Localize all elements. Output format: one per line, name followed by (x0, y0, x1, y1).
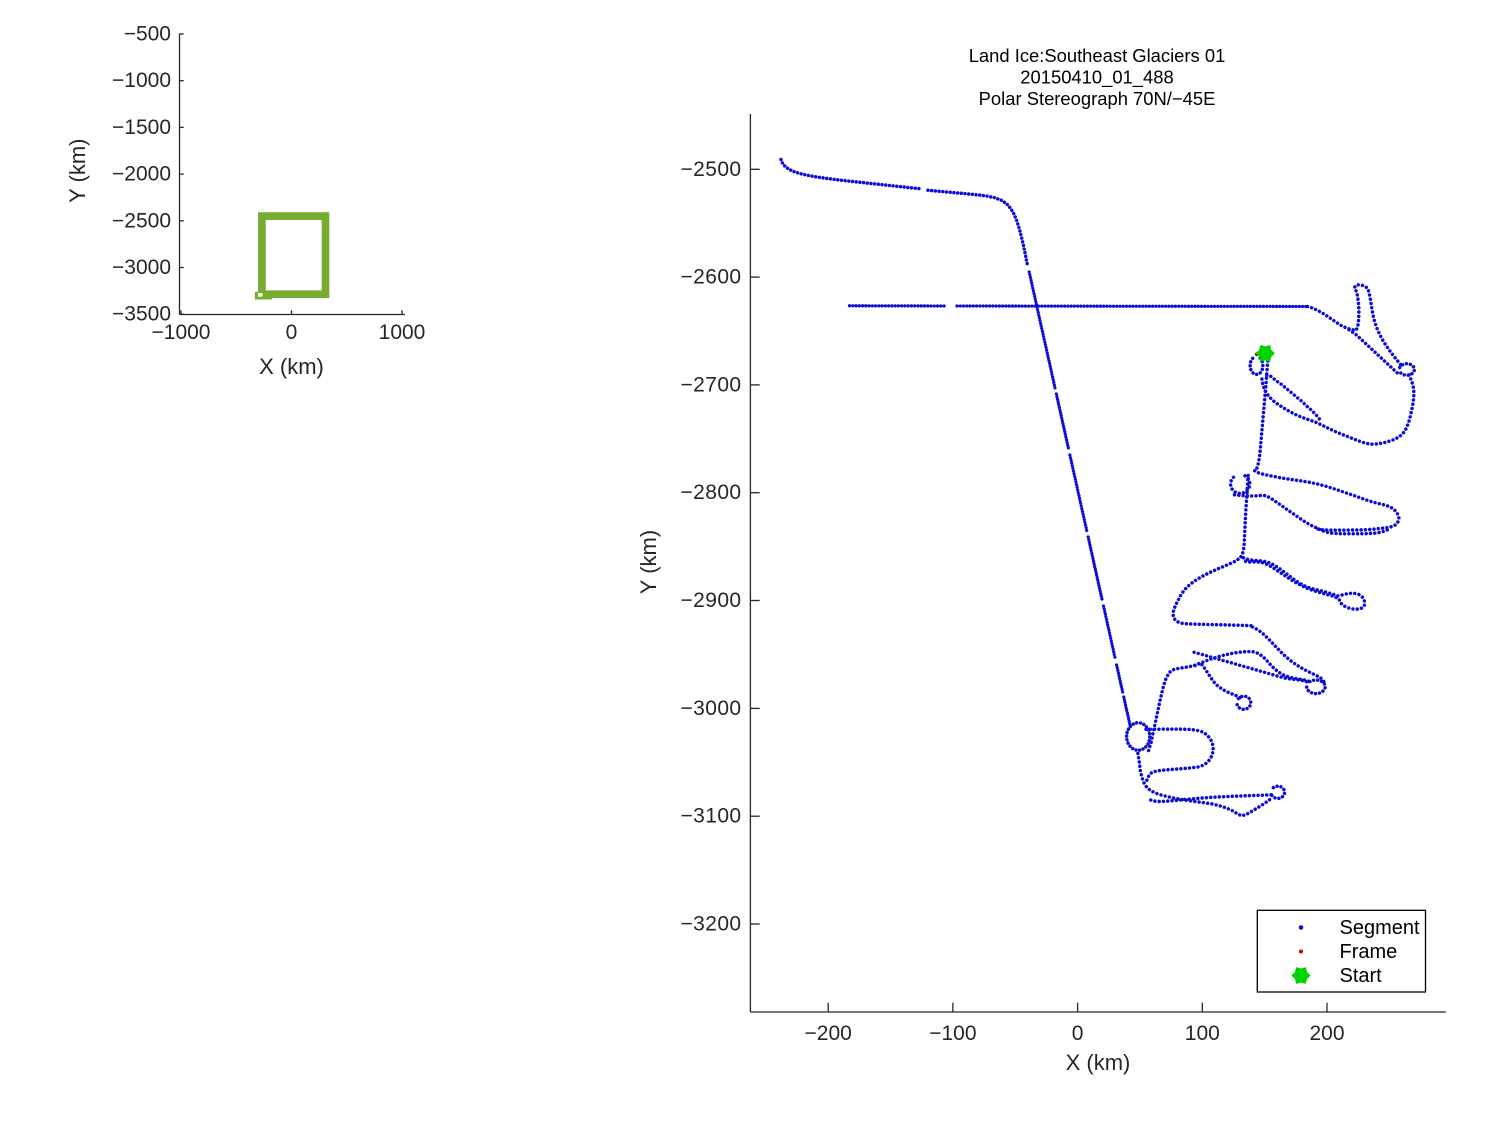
svg-text:X (km): X (km) (1066, 1050, 1131, 1075)
svg-text:−1500: −1500 (112, 116, 171, 139)
svg-text:−2500: −2500 (112, 209, 171, 232)
svg-text:−2500: −2500 (681, 158, 742, 181)
svg-text:−200: −200 (805, 1022, 852, 1045)
svg-text:−3000: −3000 (681, 697, 742, 720)
svg-text:−2800: −2800 (681, 481, 742, 504)
svg-text:1000: 1000 (379, 321, 426, 344)
svg-text:−3100: −3100 (681, 805, 742, 828)
svg-text:20150410_01_488: 20150410_01_488 (1020, 67, 1173, 89)
svg-text:Polar Stereograph 70N/−45E: Polar Stereograph 70N/−45E (979, 88, 1216, 109)
svg-text:200: 200 (1309, 1022, 1344, 1045)
svg-text:−3500: −3500 (112, 303, 171, 326)
svg-text:Frame: Frame (1340, 941, 1398, 963)
svg-text:0: 0 (286, 321, 298, 344)
svg-text:Start: Start (1340, 965, 1383, 987)
svg-text:−2700: −2700 (681, 373, 742, 396)
svg-text:−2900: −2900 (681, 589, 742, 612)
svg-text:−1000: −1000 (112, 69, 171, 92)
svg-text:−3200: −3200 (681, 913, 742, 936)
svg-text:−2000: −2000 (112, 163, 171, 186)
svg-text:100: 100 (1185, 1022, 1220, 1045)
svg-text:−1000: −1000 (152, 321, 211, 344)
svg-text:−500: −500 (124, 23, 171, 46)
svg-text:−3000: −3000 (112, 256, 171, 279)
svg-text:X (km): X (km) (259, 354, 324, 379)
svg-text:0: 0 (1072, 1022, 1084, 1045)
svg-text:−100: −100 (929, 1022, 976, 1045)
svg-text:Segment: Segment (1340, 917, 1420, 939)
svg-text:Y (km): Y (km) (65, 139, 90, 203)
svg-text:−2600: −2600 (681, 266, 742, 289)
svg-text:Y (km): Y (km) (636, 530, 661, 594)
svg-text:Land Ice:Southeast Glaciers 01: Land Ice:Southeast Glaciers 01 (969, 45, 1226, 66)
